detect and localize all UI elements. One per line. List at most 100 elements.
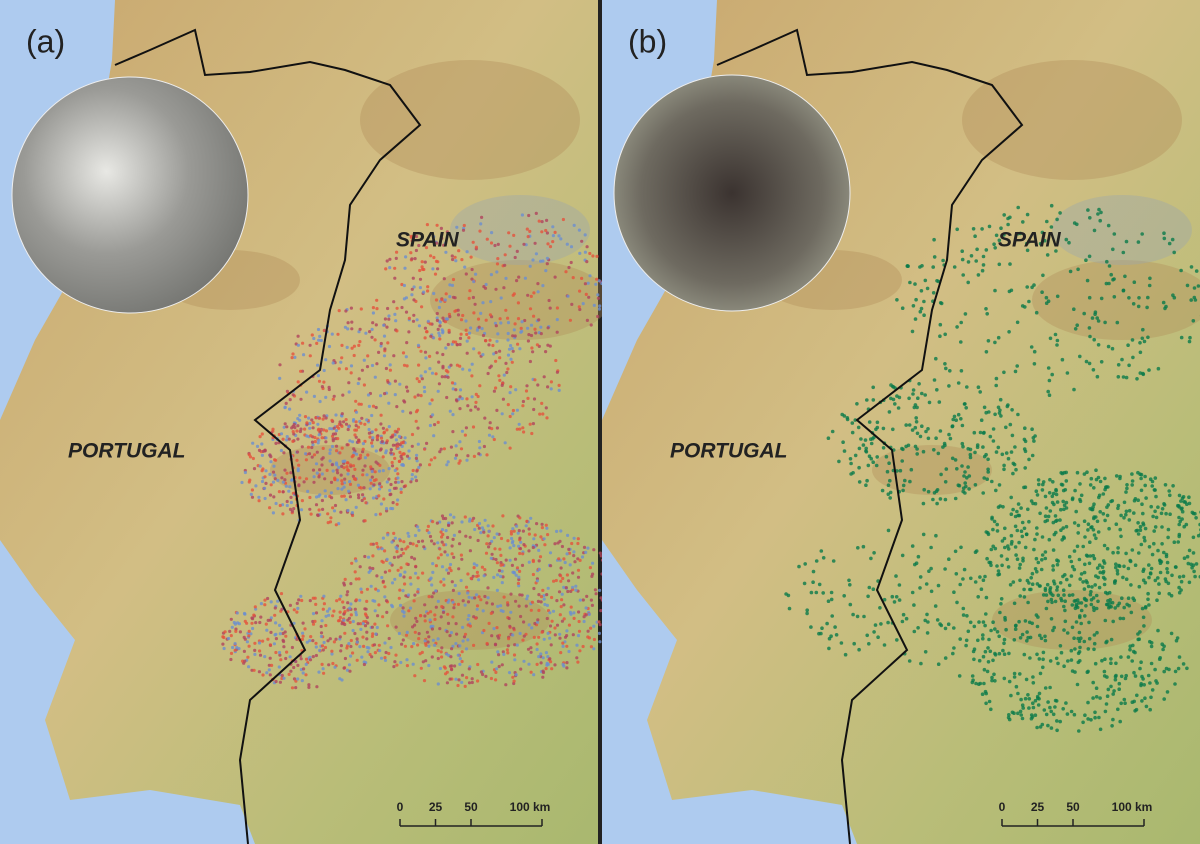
tracking-point (1123, 274, 1127, 279)
tracking-point (576, 541, 580, 546)
tracking-point (1139, 542, 1144, 547)
tracking-point (410, 555, 414, 560)
tracking-point (274, 650, 278, 655)
tracking-point (483, 286, 488, 290)
tracking-point (1012, 671, 1017, 676)
tracking-point (1059, 471, 1063, 475)
tracking-point (310, 333, 314, 337)
tracking-point (1085, 278, 1090, 283)
tracking-point (1075, 682, 1080, 687)
tracking-point (539, 595, 544, 599)
tracking-point (243, 659, 247, 663)
tracking-point (272, 495, 276, 499)
tracking-point (1173, 682, 1177, 686)
tracking-point (1144, 704, 1149, 709)
tracking-point (590, 574, 594, 579)
tracking-point (385, 259, 389, 263)
tracking-point (465, 676, 469, 680)
tracking-point (489, 273, 493, 277)
tracking-point (461, 599, 465, 603)
tracking-point (1177, 522, 1181, 527)
tracking-point (981, 254, 986, 259)
tracking-point (492, 575, 496, 580)
tracking-point (347, 390, 351, 394)
tracking-point (358, 598, 362, 602)
tracking-point (430, 398, 434, 402)
tracking-point (349, 638, 353, 643)
tracking-point (988, 434, 993, 439)
tracking-point (1070, 603, 1075, 607)
tracking-point (1196, 284, 1200, 288)
tracking-point (379, 422, 383, 426)
tracking-point (268, 643, 272, 647)
tracking-point (1088, 334, 1092, 339)
tracking-point (561, 662, 565, 667)
tracking-point (369, 465, 373, 469)
tracking-point (393, 660, 397, 664)
tracking-point (296, 417, 300, 421)
tracking-point (993, 288, 997, 293)
tracking-point (452, 606, 456, 610)
tracking-point (508, 624, 512, 628)
tracking-point (382, 323, 386, 327)
tracking-point (362, 486, 366, 490)
tracking-point (1122, 516, 1126, 520)
tracking-point (555, 330, 559, 334)
tracking-point (934, 533, 938, 538)
tracking-point (1051, 628, 1055, 633)
tracking-point (1149, 641, 1154, 645)
tracking-point (969, 576, 973, 581)
tracking-point (873, 623, 878, 627)
tracking-point (353, 428, 357, 432)
tracking-point (258, 653, 263, 657)
tracking-point (1012, 675, 1017, 679)
tracking-point (926, 427, 930, 431)
tracking-point (580, 555, 585, 559)
tracking-point (1130, 483, 1134, 487)
tracking-point (324, 436, 328, 440)
tracking-point (1016, 691, 1020, 696)
tracking-point (865, 398, 869, 402)
tracking-point (959, 340, 963, 344)
tracking-point (1155, 598, 1159, 602)
tracking-point (382, 334, 387, 338)
tracking-point (335, 468, 339, 472)
tracking-point (993, 246, 997, 250)
tracking-point (354, 610, 358, 615)
tracking-point (529, 323, 534, 327)
tracking-point (867, 642, 871, 646)
tracking-point (439, 530, 443, 534)
tracking-point (302, 667, 306, 671)
tracking-point (319, 631, 324, 635)
tracking-point (263, 496, 267, 501)
tracking-point (368, 487, 372, 491)
tracking-point (273, 606, 277, 610)
tracking-point (436, 420, 440, 424)
tracking-point (932, 448, 936, 452)
tracking-point (447, 328, 451, 332)
tracking-point (301, 341, 305, 345)
tracking-point (954, 418, 958, 423)
tracking-point (1104, 281, 1109, 286)
tracking-point (338, 610, 342, 614)
tracking-point (1033, 698, 1038, 703)
tracking-point (565, 552, 569, 556)
tracking-point (369, 481, 373, 485)
tracking-point (577, 228, 582, 232)
tracking-point (1110, 346, 1115, 351)
tracking-point (277, 665, 281, 669)
tracking-point (463, 632, 468, 636)
tracking-point (984, 248, 989, 252)
tracking-point (438, 450, 442, 454)
tracking-point (559, 579, 563, 583)
tracking-point (995, 529, 1000, 533)
tracking-point (388, 569, 392, 573)
tracking-point (1097, 563, 1102, 567)
tracking-point (881, 446, 886, 450)
tracking-point (970, 680, 975, 685)
tracking-point (475, 607, 479, 611)
tracking-point (1124, 577, 1129, 581)
tracking-point (1064, 470, 1068, 475)
tracking-point (444, 292, 448, 296)
tracking-point (300, 499, 304, 503)
